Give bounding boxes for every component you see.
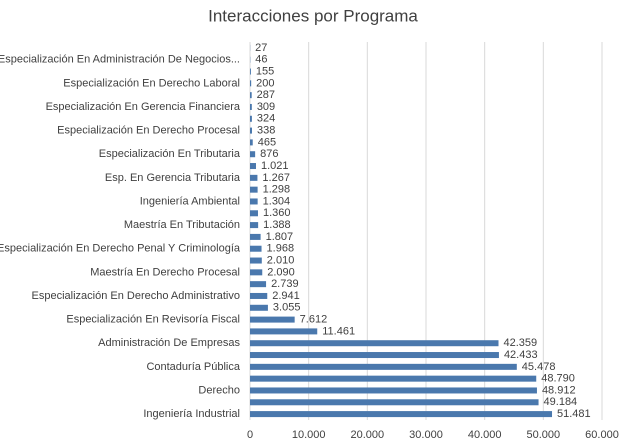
value-label: 42.359 <box>504 337 538 349</box>
x-tick-label: 30.000 <box>409 429 443 441</box>
value-label: 287 <box>257 89 275 101</box>
bar <box>250 316 295 323</box>
y-tick-label: Especialización En Administración De Neg… <box>0 54 240 66</box>
value-label: 324 <box>257 113 275 125</box>
y-tick-label: Maestría En Tributación <box>124 219 240 231</box>
bar <box>250 411 553 418</box>
value-label: 1.304 <box>263 195 291 207</box>
y-tick-label: Especialización En Derecho Laboral <box>63 77 240 89</box>
value-label: 3.055 <box>273 302 301 314</box>
value-label: 46 <box>255 54 267 66</box>
bar <box>250 245 262 252</box>
value-label: 465 <box>258 136 276 148</box>
bar <box>250 340 499 347</box>
bar <box>250 292 268 299</box>
bar <box>250 352 499 359</box>
value-label: 2.739 <box>271 278 299 290</box>
value-label: 2.010 <box>267 254 295 266</box>
bar <box>250 92 252 99</box>
value-label: 7.612 <box>300 314 328 326</box>
value-label: 48.912 <box>542 384 576 396</box>
x-tick-label: 60.000 <box>585 429 619 441</box>
y-tick-label: Especialización En Derecho Administrativ… <box>32 290 241 302</box>
bar <box>250 198 258 205</box>
bar <box>250 387 537 394</box>
bar <box>250 115 252 122</box>
x-tick-label: 20.000 <box>351 429 385 441</box>
bar <box>250 222 259 229</box>
y-tick-label: Especialización En Tributaria <box>99 148 241 160</box>
bar <box>250 233 261 240</box>
bar <box>250 139 253 146</box>
bar <box>250 68 251 75</box>
value-label: 27 <box>255 42 267 54</box>
value-label: 49.184 <box>544 396 578 408</box>
bar <box>250 210 258 217</box>
value-label: 11.461 <box>322 325 355 337</box>
x-tick-label: 40.000 <box>468 429 502 441</box>
bar <box>250 186 258 193</box>
value-label: 1.968 <box>267 243 295 255</box>
bar <box>250 151 256 158</box>
value-label: 338 <box>257 125 275 137</box>
bar <box>250 103 252 110</box>
y-tick-label: Ingeniería Ambiental <box>140 195 240 207</box>
y-tick-label: Especialización En Derecho Procesal <box>57 125 240 137</box>
y-tick-label: Especialización En Gerencia Financiera <box>46 101 241 113</box>
x-tick-label: 0 <box>247 429 253 441</box>
bar <box>250 174 258 181</box>
x-tick-label: 50.000 <box>527 429 561 441</box>
value-label: 876 <box>260 148 278 160</box>
bar <box>250 304 268 311</box>
value-label: 2.941 <box>272 290 300 302</box>
value-label: 1.388 <box>263 219 291 231</box>
y-tick-label: Derecho <box>198 384 240 396</box>
bar <box>250 127 252 134</box>
bar <box>250 269 263 276</box>
value-label: 1.298 <box>263 184 291 196</box>
y-tick-label: Especialización En Revisoría Fiscal <box>66 314 240 326</box>
value-label: 155 <box>256 65 274 77</box>
y-tick-label: Especialización En Derecho Penal Y Crimi… <box>0 243 241 255</box>
bar <box>250 80 252 87</box>
bar <box>250 281 267 288</box>
bar <box>250 399 539 406</box>
value-label: 1.807 <box>266 231 294 243</box>
value-label: 1.267 <box>262 172 290 184</box>
value-label: 1.021 <box>261 160 289 172</box>
value-label: 45.478 <box>522 361 556 373</box>
value-label: 51.481 <box>557 408 591 420</box>
chart-title: Interacciones por Programa <box>208 6 418 25</box>
value-label: 309 <box>257 101 275 113</box>
value-label: 48.790 <box>541 373 575 385</box>
value-label: 42.433 <box>504 349 538 361</box>
bar <box>250 163 256 170</box>
bar <box>250 375 537 382</box>
y-tick-label: Maestría En Derecho Procesal <box>90 266 240 278</box>
bar <box>250 257 262 264</box>
y-tick-label: Esp. En Gerencia Tributaria <box>105 172 241 184</box>
value-label: 2.090 <box>267 266 295 278</box>
y-tick-label: Administración De Empresas <box>98 337 240 349</box>
y-tick-label: Contaduría Pública <box>146 361 240 373</box>
y-tick-label: Ingeniería Industrial <box>143 408 240 420</box>
bar <box>250 363 517 370</box>
x-tick-label: 10.000 <box>292 429 326 441</box>
value-label: 200 <box>256 77 274 89</box>
value-label: 1.360 <box>263 207 291 219</box>
bar <box>250 328 318 335</box>
